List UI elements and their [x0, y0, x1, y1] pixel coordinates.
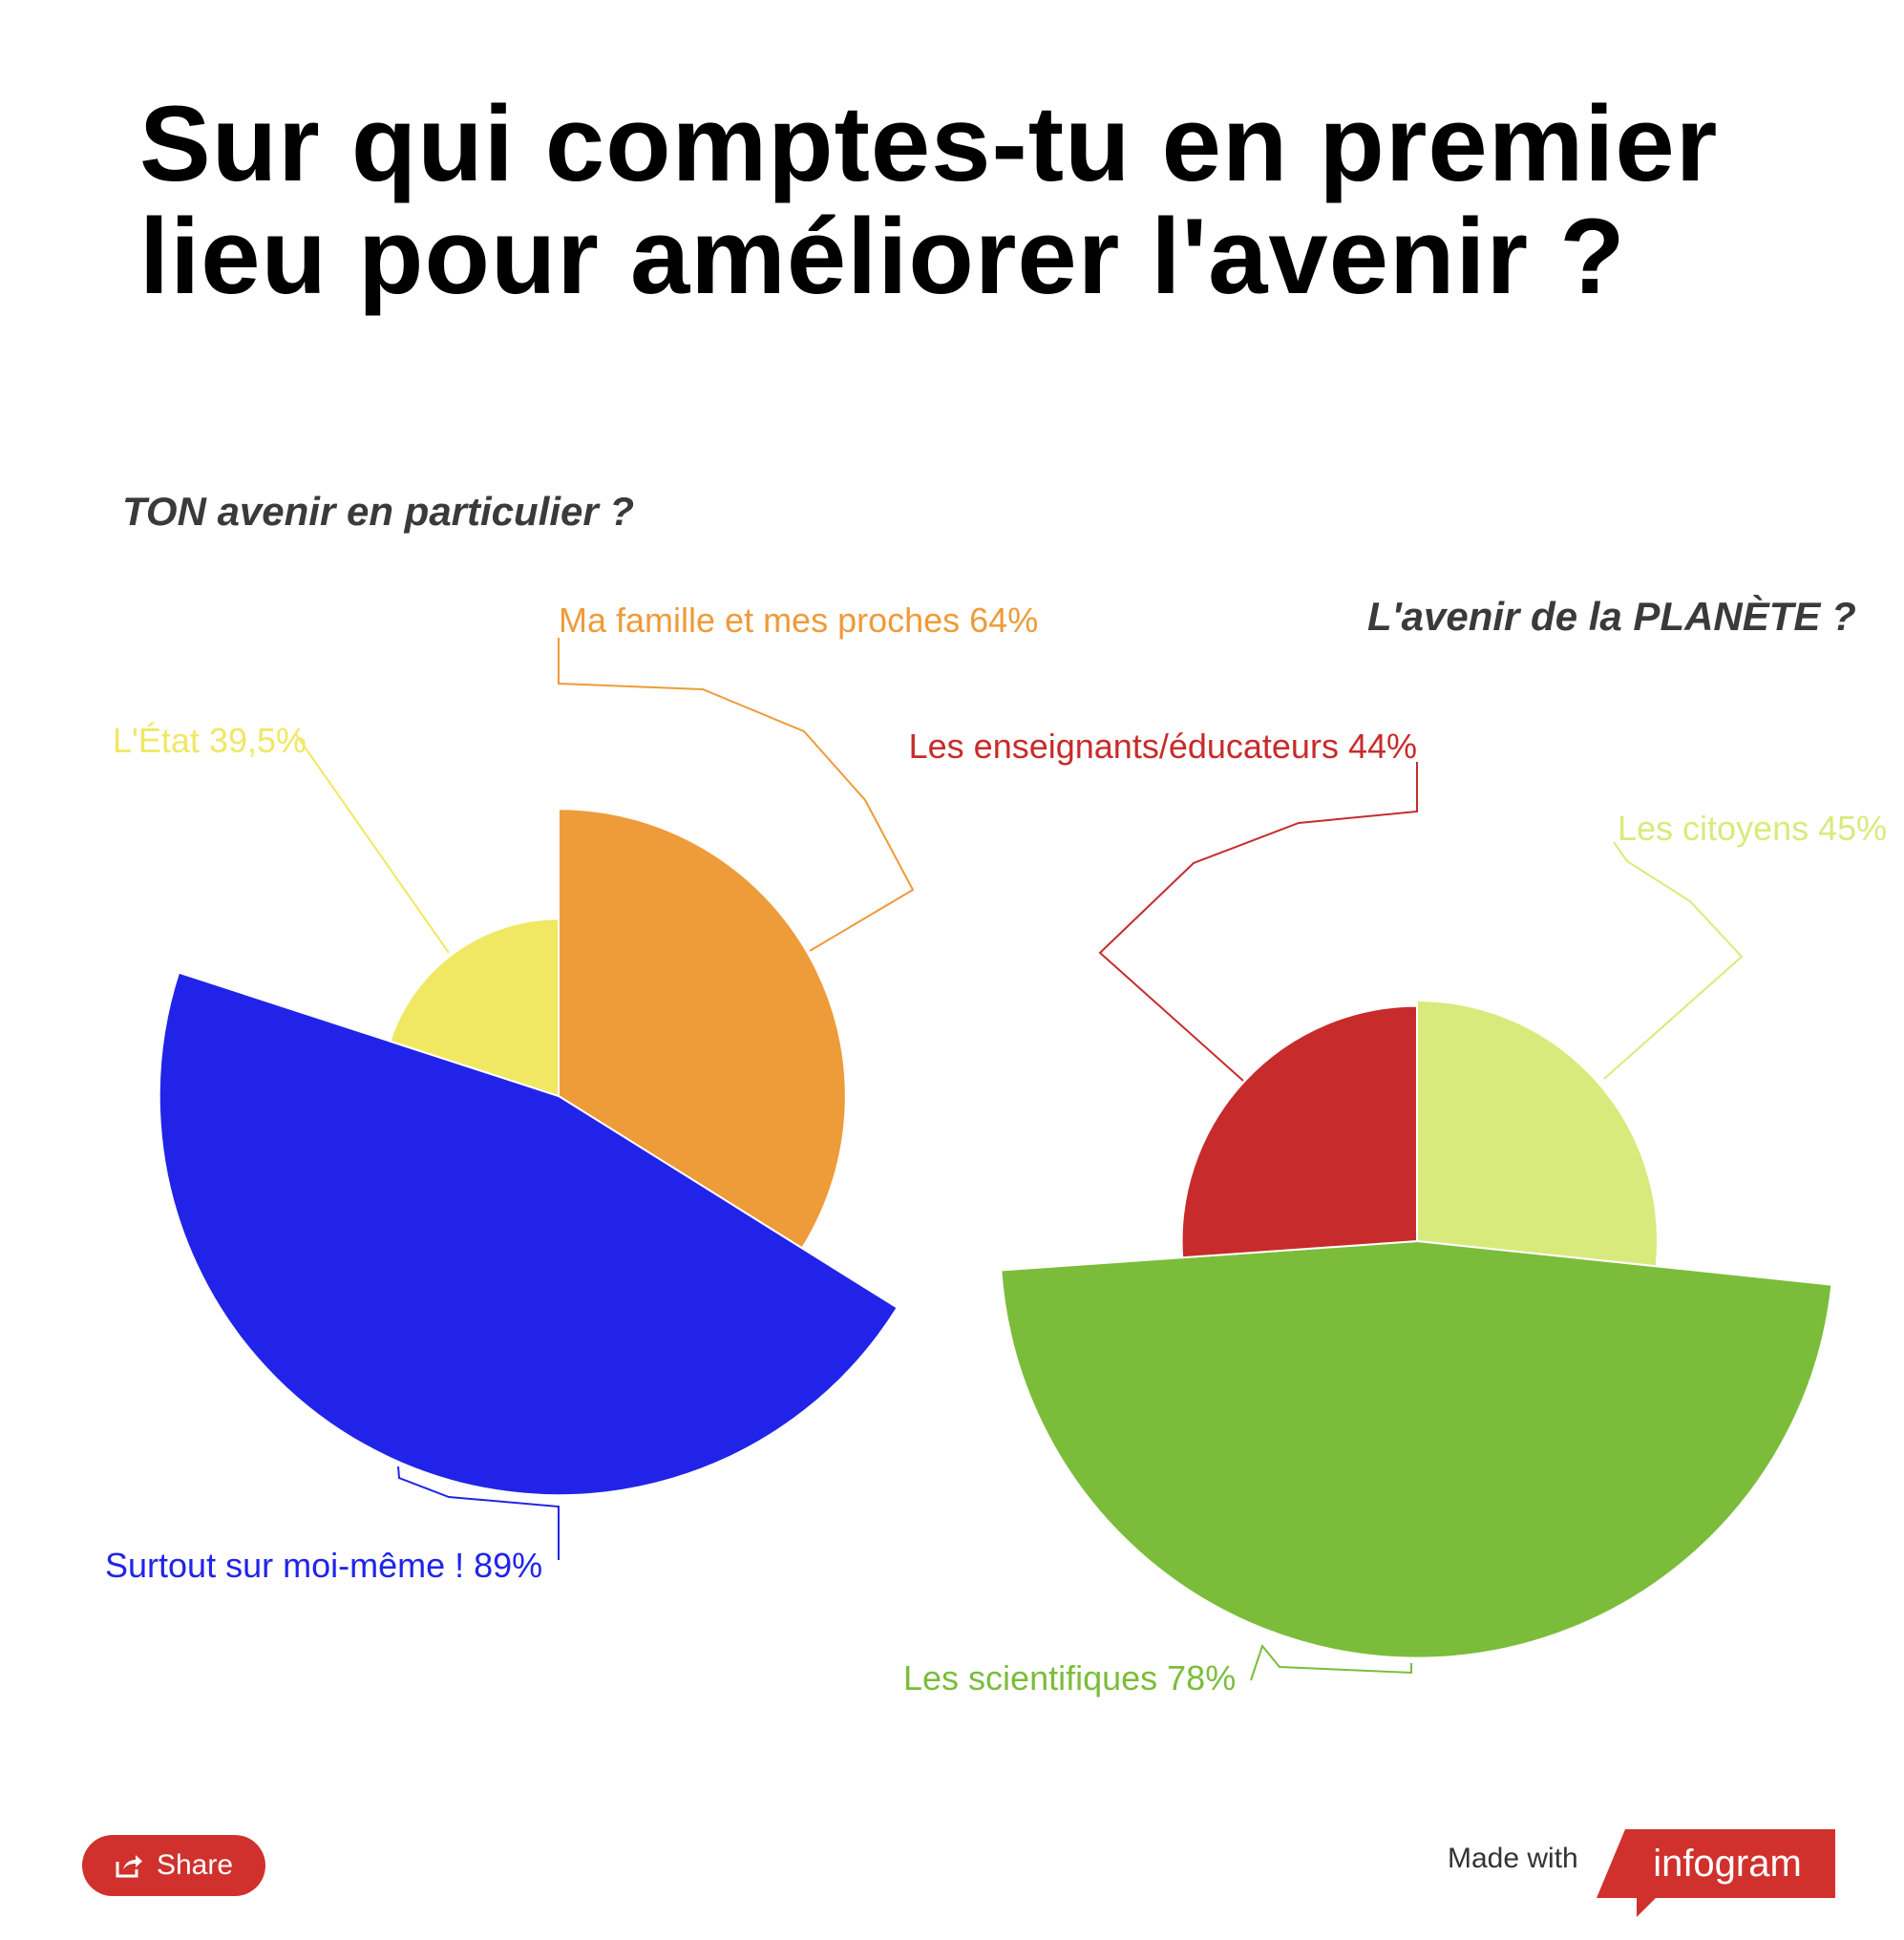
page-title: Sur qui comptes-tu en premier lieu pour … — [139, 84, 1719, 316]
slice-citoyens[interactable] — [1416, 999, 1659, 1268]
leader-enseignants — [1098, 762, 1418, 1082]
label-moi-meme: Surtout sur moi-même ! 89% — [105, 1546, 542, 1585]
label-famille: Ma famille et mes proches 64% — [559, 601, 1038, 640]
leader-citoyens — [1603, 841, 1744, 1080]
label-enseignants: Les enseignants/éducateurs 44% — [909, 727, 1417, 766]
chart-2-title: L'avenir de la PLANÈTE ? — [1367, 594, 1856, 639]
infogram-logo[interactable]: infogram — [1597, 1829, 1835, 1898]
leader-famille — [558, 638, 915, 952]
brand-tail — [1637, 1896, 1658, 1917]
label-scientifiques: Les scientifiques 78% — [903, 1658, 1236, 1698]
leader-moi-meme — [397, 1466, 560, 1560]
label-etat: L'État 39,5% — [113, 721, 307, 760]
leader-scientifiques — [1250, 1643, 1412, 1681]
slice-famille[interactable] — [558, 808, 847, 1250]
slice-scientifiques[interactable] — [1000, 1239, 1833, 1659]
share-label: Share — [156, 1849, 234, 1881]
slice-etat[interactable] — [389, 917, 560, 1098]
brand-label: infogram — [1653, 1842, 1802, 1885]
share-button[interactable]: Share — [82, 1835, 265, 1896]
slice-enseignants[interactable] — [1180, 1004, 1418, 1259]
chart-1-title: TON avenir en particulier ? — [122, 489, 635, 534]
share-icon — [116, 1855, 142, 1878]
leader-etat — [294, 732, 450, 954]
made-with-text: Made with — [1448, 1843, 1578, 1874]
slice-moi-meme[interactable] — [158, 971, 899, 1497]
label-citoyens: Les citoyens 45% — [1618, 809, 1887, 848]
